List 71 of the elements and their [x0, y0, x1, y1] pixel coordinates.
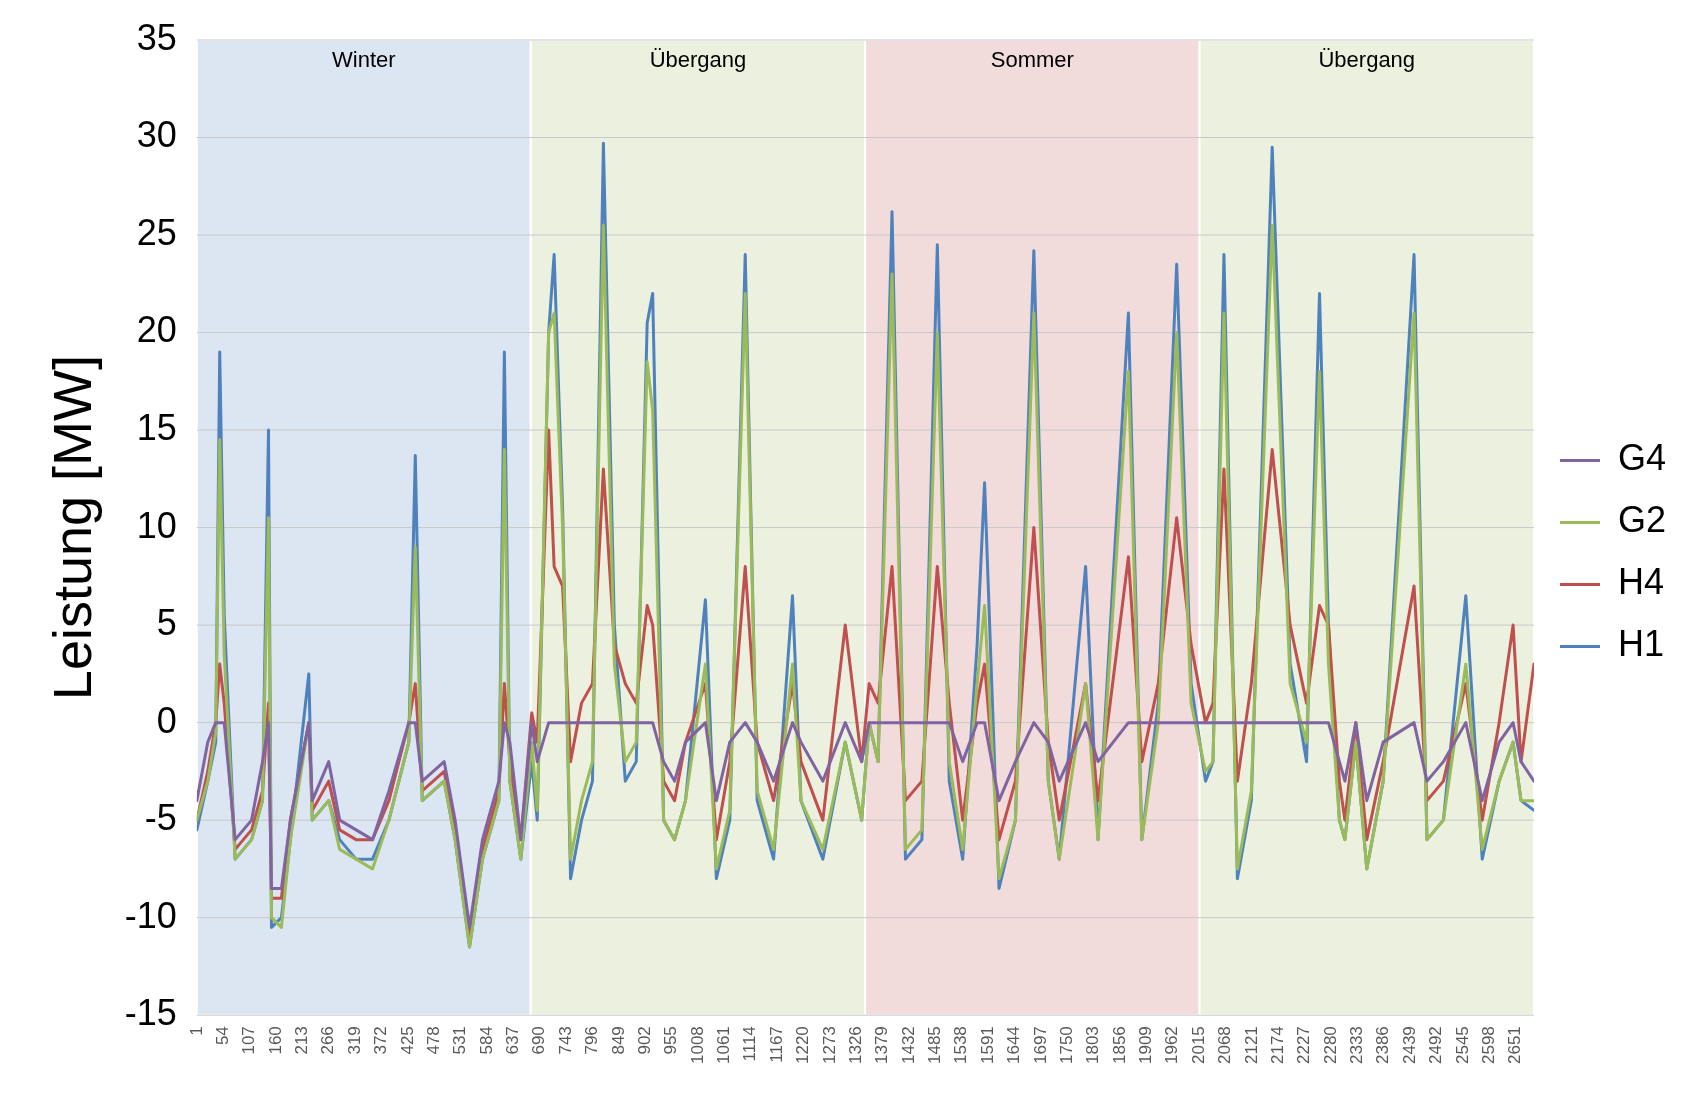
x-tick-label: 2598 [1478, 1026, 1498, 1065]
x-tick-label: 2068 [1215, 1026, 1235, 1065]
x-tick-label: 1485 [925, 1026, 945, 1065]
x-tick-label: 849 [608, 1026, 628, 1055]
x-tick-label: 2174 [1267, 1026, 1287, 1065]
x-tick-label: 690 [529, 1026, 549, 1055]
x-tick-label: 1114 [740, 1026, 760, 1062]
x-tick-label: 1856 [1109, 1026, 1129, 1065]
x-tick-label: 1326 [845, 1026, 865, 1065]
band-label: Sommer [990, 47, 1074, 73]
legend-label: H1 [1617, 623, 1665, 665]
x-tick-label: 2121 [1241, 1026, 1261, 1065]
x-tick-label: 2227 [1294, 1026, 1314, 1065]
y-tick-label: 15 [136, 406, 177, 448]
x-tick-label: 902 [634, 1026, 654, 1055]
x-tick-label: 1962 [1162, 1026, 1182, 1065]
y-tick-label: 10 [136, 504, 177, 546]
band-label: Winter [332, 47, 396, 73]
x-tick-label: 2333 [1347, 1026, 1366, 1065]
x-tick-label: 266 [318, 1026, 338, 1055]
x-tick-label: 1591 [977, 1026, 997, 1065]
x-tick-label: 2439 [1399, 1026, 1419, 1065]
x-tick-label: 213 [292, 1026, 312, 1055]
legend-label: G2 [1617, 499, 1667, 541]
x-tick-label: 1538 [951, 1026, 971, 1065]
y-tick-label: 25 [136, 211, 177, 253]
x-tick-label: 1644 [1004, 1026, 1024, 1065]
legend-label: G4 [1617, 437, 1667, 479]
x-tick-label: 160 [265, 1026, 285, 1055]
x-tick-label: 372 [371, 1026, 391, 1055]
x-tick-label: 319 [344, 1026, 364, 1055]
x-tick-label: 637 [503, 1026, 523, 1055]
x-tick-label: 2386 [1373, 1026, 1393, 1065]
x-tick-label: 54 [212, 1026, 232, 1046]
y-tick-label: 30 [136, 114, 177, 156]
x-tick-label: 1697 [1030, 1026, 1050, 1065]
x-tick-label: 1167 [766, 1026, 786, 1063]
x-tick-label: 1220 [793, 1026, 813, 1065]
x-tick-label: 2545 [1452, 1026, 1472, 1065]
x-tick-label: 107 [239, 1026, 259, 1055]
x-tick-label: 425 [397, 1026, 417, 1055]
y-tick-label: 0 [156, 699, 177, 741]
x-tick-label: 478 [423, 1026, 443, 1055]
x-tick-label: 531 [450, 1026, 470, 1055]
legend-label: H4 [1617, 561, 1665, 603]
x-tick-label: 1803 [1083, 1026, 1103, 1065]
band-label: Übergang [649, 47, 747, 73]
x-tick-label: 2651 [1505, 1026, 1525, 1065]
x-tick-label: 796 [582, 1026, 602, 1055]
y-tick-label: 35 [136, 16, 177, 58]
x-tick-label: 2280 [1320, 1026, 1340, 1065]
y-tick-label: 5 [156, 602, 177, 644]
y-tick-label: -5 [144, 797, 177, 839]
x-tick-label: 2492 [1426, 1026, 1446, 1065]
y-tick-label: 20 [136, 309, 177, 351]
y-tick-label: -15 [124, 992, 177, 1034]
x-tick-label: 1379 [872, 1026, 892, 1065]
x-tick-label: 1432 [898, 1026, 918, 1065]
x-tick-label: 1909 [1136, 1026, 1156, 1065]
x-tick-label: 955 [661, 1026, 681, 1055]
band-label: Übergang [1318, 47, 1416, 73]
x-tick-label: 584 [476, 1026, 496, 1055]
x-tick-label: 743 [555, 1026, 575, 1055]
y-axis-title: Leistung [MW] [42, 355, 103, 701]
x-tick-label: 1 [186, 1026, 206, 1036]
y-tick-label: -10 [124, 894, 177, 936]
x-tick-label: 1750 [1056, 1026, 1076, 1065]
x-tick-label: 1061 [714, 1026, 734, 1065]
x-tick-label: 1273 [819, 1026, 839, 1065]
x-tick-label: 1008 [687, 1026, 707, 1065]
x-tick-label: 2015 [1188, 1026, 1208, 1065]
